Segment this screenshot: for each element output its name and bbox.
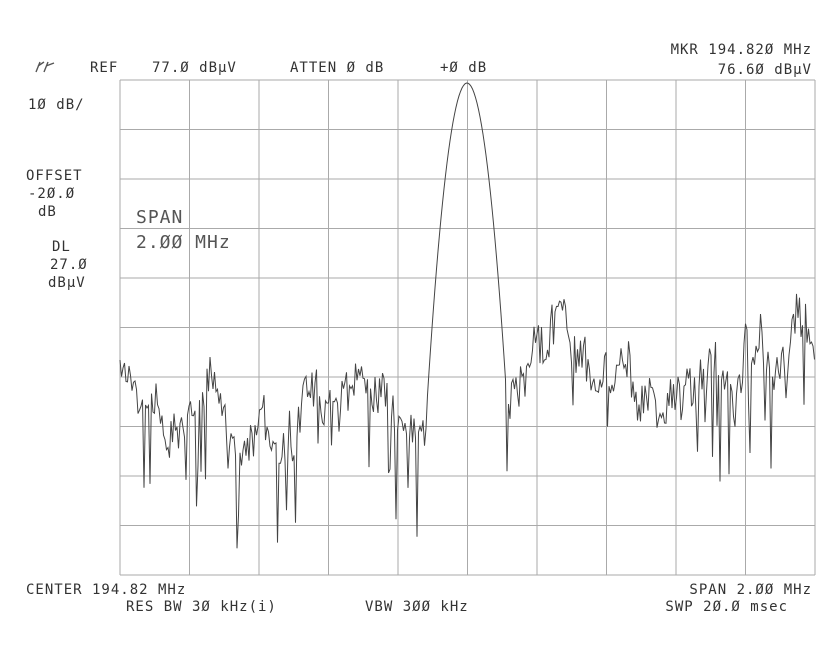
dl-label: DL <box>52 239 71 255</box>
marker-level: 76.6Ø dBµV <box>718 62 812 78</box>
trace <box>119 82 815 549</box>
center-freq: CENTER 194.82 MHz <box>26 582 186 598</box>
ref-level: 77.Ø dBµV <box>152 60 237 76</box>
offset-db: +Ø dB <box>440 60 487 76</box>
graticule <box>119 79 816 576</box>
atten: ATTEN Ø dB <box>290 60 384 76</box>
hp-logo <box>35 61 55 73</box>
offset-value: -2Ø.Ø <box>28 186 75 202</box>
dl-unit: dBµV <box>48 275 86 291</box>
marker: MKR 194.82Ø MHz <box>671 42 812 58</box>
dl-value: 27.Ø <box>50 257 88 273</box>
span-value: 2.ØØ MHz <box>136 232 231 253</box>
scale: 1Ø dB/ <box>28 97 85 113</box>
offset-label: OFFSET <box>26 168 83 184</box>
ref-label: REF <box>90 60 118 76</box>
vbw: VBW 3ØØ kHz <box>365 599 469 615</box>
sweep-time: SWP 2Ø.Ø msec <box>665 599 788 615</box>
span-setting: SPAN 2.ØØ MHz <box>689 582 812 598</box>
span-label: SPAN <box>136 207 183 228</box>
res-bw: RES BW 3Ø kHz(i) <box>126 599 277 615</box>
offset-unit: dB <box>38 204 57 220</box>
